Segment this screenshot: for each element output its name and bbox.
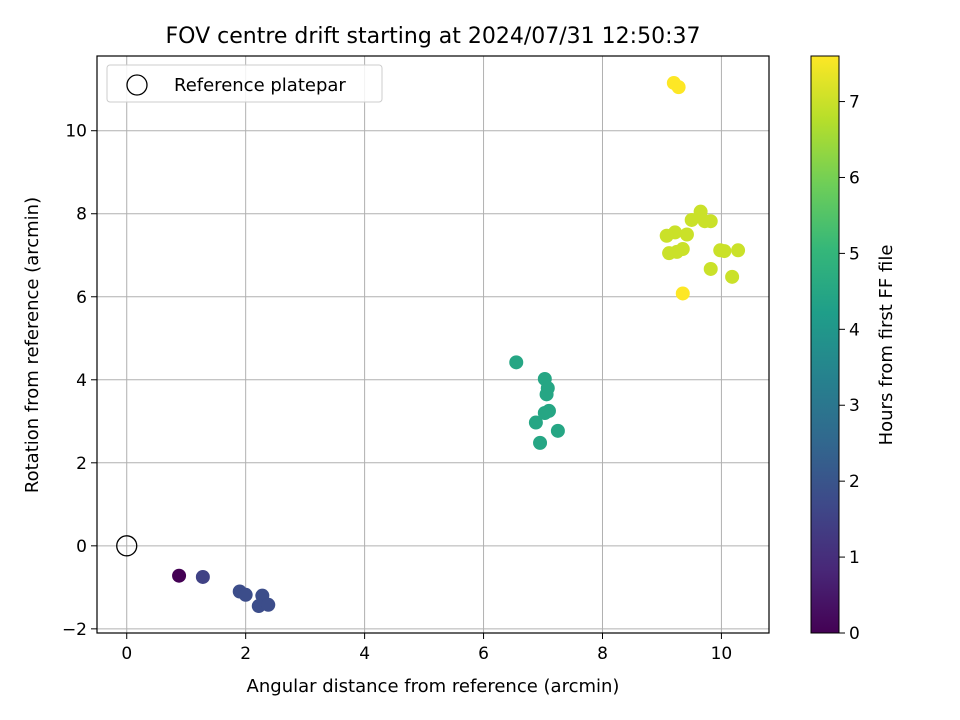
y-tick-label: 6 <box>76 288 87 308</box>
data-point <box>684 212 699 227</box>
data-point <box>703 261 718 276</box>
reference-marker-group <box>116 535 138 557</box>
colorbar <box>810 55 840 634</box>
data-point <box>238 587 253 602</box>
chart-title: FOV centre drift starting at 2024/07/31 … <box>166 24 701 49</box>
data-points <box>172 75 746 614</box>
reference-platepar-marker <box>116 535 138 557</box>
colorbar-label: Hours from first FF file <box>876 245 897 446</box>
data-point <box>550 423 565 438</box>
data-point <box>533 435 548 450</box>
data-point <box>261 597 276 612</box>
y-tick-label: 10 <box>65 122 87 142</box>
data-point <box>509 355 524 370</box>
data-point <box>671 80 686 95</box>
legend-open-circle-marker <box>126 74 148 96</box>
colorbar-tick-label: 5 <box>849 244 860 264</box>
data-point <box>703 214 718 229</box>
x-tick-label: 6 <box>478 644 489 664</box>
x-tick-label: 2 <box>240 644 251 664</box>
x-tick-label: 4 <box>359 644 370 664</box>
grid-lines <box>97 56 769 633</box>
data-point <box>675 286 690 301</box>
y-tick-label: −2 <box>62 620 87 640</box>
data-point <box>539 387 554 402</box>
y-tick-label: 0 <box>76 537 87 557</box>
data-point <box>731 243 746 258</box>
colorbar-tick-label: 3 <box>849 396 860 416</box>
colorbar-tick-label: 7 <box>849 93 860 113</box>
data-point <box>725 269 740 284</box>
data-point <box>195 569 210 584</box>
colorbar-tick-label: 4 <box>849 320 860 340</box>
colorbar-tick-label: 2 <box>849 472 860 492</box>
y-tick-label: 2 <box>76 454 87 474</box>
axes-frame <box>96 55 770 634</box>
data-point <box>659 228 674 243</box>
y-tick-label: 4 <box>76 371 87 391</box>
y-axis-label: Rotation from reference (arcmin) <box>22 197 43 493</box>
colorbar-tick-label: 0 <box>849 624 860 644</box>
x-tick-label: 8 <box>597 644 608 664</box>
y-tick-label: 8 <box>76 205 87 225</box>
x-axis-label: Angular distance from reference (arcmin) <box>247 676 620 697</box>
x-axis-ticks: 0 2 4 6 8 10 <box>121 633 732 664</box>
data-point <box>662 246 677 261</box>
x-tick-label: 0 <box>121 644 132 664</box>
colorbar-tick-label: 6 <box>849 168 860 188</box>
colorbar-ticks: 0 1 2 3 4 5 6 7 <box>839 93 860 644</box>
colorbar-tick-label: 1 <box>849 548 860 568</box>
legend: Reference platepar <box>106 64 383 103</box>
data-point <box>717 244 732 259</box>
legend-box <box>106 64 383 103</box>
legend-label-reference-platepar: Reference platepar <box>174 75 346 96</box>
data-point <box>537 405 552 420</box>
data-point <box>679 227 694 242</box>
data-point <box>172 568 187 583</box>
data-point <box>528 415 543 430</box>
x-tick-label: 10 <box>711 644 733 664</box>
y-axis-ticks: −2 0 2 4 6 8 10 <box>62 122 97 640</box>
